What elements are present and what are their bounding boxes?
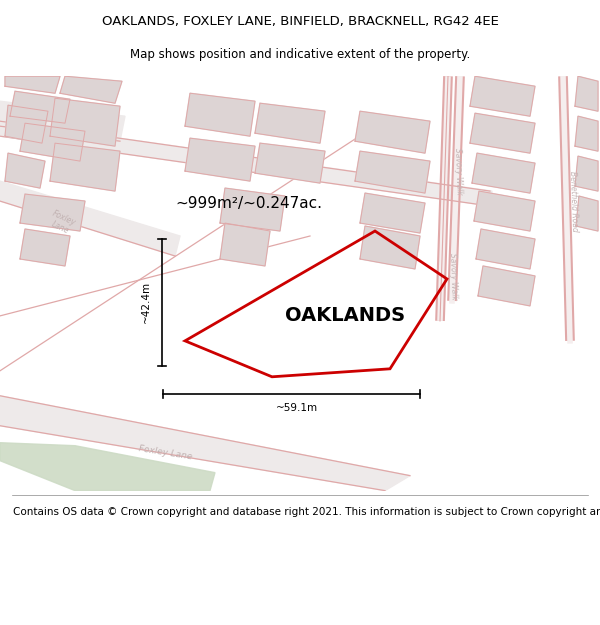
Polygon shape <box>5 153 45 188</box>
Polygon shape <box>472 153 535 193</box>
Polygon shape <box>576 196 598 231</box>
Text: ~59.1m: ~59.1m <box>275 402 317 412</box>
Polygon shape <box>20 123 85 161</box>
Polygon shape <box>0 181 180 256</box>
Polygon shape <box>474 191 535 231</box>
Polygon shape <box>255 103 325 143</box>
Polygon shape <box>50 98 120 146</box>
Text: Foxley
Lane: Foxley Lane <box>47 209 77 237</box>
Text: Map shows position and indicative extent of the property.: Map shows position and indicative extent… <box>130 48 470 61</box>
Polygon shape <box>0 101 125 141</box>
Text: Savory Walk: Savory Walk <box>452 148 463 194</box>
Text: OAKLANDS: OAKLANDS <box>285 306 405 326</box>
Polygon shape <box>185 138 255 181</box>
Text: ~999m²/~0.247ac.: ~999m²/~0.247ac. <box>175 196 322 211</box>
Polygon shape <box>360 193 425 233</box>
Polygon shape <box>5 76 60 93</box>
Polygon shape <box>575 76 598 111</box>
Polygon shape <box>60 76 122 103</box>
Polygon shape <box>470 76 535 116</box>
Polygon shape <box>0 121 492 206</box>
Polygon shape <box>360 226 420 269</box>
Polygon shape <box>255 143 325 183</box>
Polygon shape <box>355 111 430 153</box>
Polygon shape <box>575 156 598 191</box>
Polygon shape <box>220 188 285 231</box>
Polygon shape <box>10 91 70 123</box>
Text: Foxley Lane: Foxley Lane <box>137 444 193 461</box>
Text: ~42.4m: ~42.4m <box>141 281 151 324</box>
Polygon shape <box>20 229 70 266</box>
Text: OAKLANDS, FOXLEY LANE, BINFIELD, BRACKNELL, RG42 4EE: OAKLANDS, FOXLEY LANE, BINFIELD, BRACKNE… <box>101 15 499 28</box>
Polygon shape <box>470 113 535 153</box>
Polygon shape <box>220 223 270 266</box>
Polygon shape <box>476 229 535 269</box>
Polygon shape <box>575 116 598 151</box>
Polygon shape <box>478 266 535 306</box>
Polygon shape <box>0 442 215 491</box>
Text: Savory Walk: Savory Walk <box>448 253 458 299</box>
Polygon shape <box>0 396 410 491</box>
Polygon shape <box>50 143 120 191</box>
Polygon shape <box>5 105 48 143</box>
Text: Contains OS data © Crown copyright and database right 2021. This information is : Contains OS data © Crown copyright and d… <box>13 507 600 517</box>
Polygon shape <box>185 93 255 136</box>
Text: Benetfield Road: Benetfield Road <box>568 171 580 232</box>
Polygon shape <box>355 151 430 193</box>
Polygon shape <box>20 194 85 231</box>
